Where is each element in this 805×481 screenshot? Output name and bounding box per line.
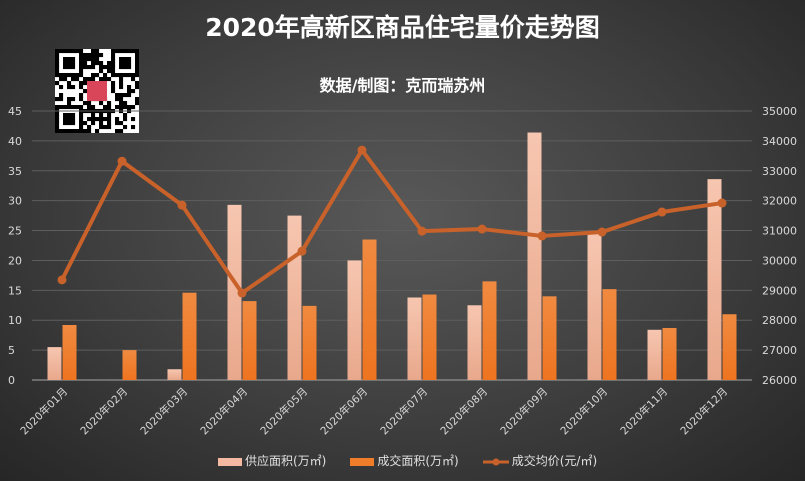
right-axis-tick-label: 30000 <box>762 254 797 267</box>
bar-supply <box>347 260 362 380</box>
right-axis-tick-label: 32000 <box>762 195 797 208</box>
right-axis-tick-label: 27000 <box>762 344 797 357</box>
price-line <box>60 148 723 296</box>
bar-supply <box>587 232 602 380</box>
x-axis-tick-label: 2020年05月 <box>258 385 310 437</box>
bar-deal <box>482 281 497 380</box>
right-axis-tick-label: 29000 <box>762 284 797 297</box>
price-point <box>357 145 367 155</box>
bar-deal <box>302 305 317 380</box>
price-point <box>537 231 547 241</box>
bar-supply <box>227 204 242 380</box>
left-axis-tick-label: 5 <box>8 344 15 357</box>
legend-swatch-supply <box>218 457 242 466</box>
price-point <box>657 207 667 217</box>
left-axis-tick-label: 0 <box>8 374 15 387</box>
x-axis-tick-label: 2020年04月 <box>198 385 250 437</box>
left-axis-tick-label: 35 <box>8 165 22 178</box>
bar-supply <box>527 132 542 380</box>
right-axis-tick-label: 26000 <box>762 374 797 387</box>
x-axis-tick-label: 2020年10月 <box>558 385 610 437</box>
bar-deal <box>542 296 557 380</box>
legend-item-deal[interactable]: 成交面积(万㎡) <box>350 452 459 469</box>
x-axis-tick-label: 2020年08月 <box>438 385 490 437</box>
bar-supply <box>407 297 422 380</box>
right-axis-tick-label: 31000 <box>762 225 797 238</box>
left-axis-tick-label: 20 <box>8 254 22 267</box>
left-axis-tick-label: 15 <box>8 284 22 297</box>
x-axis-tick-label: 2020年01月 <box>18 385 70 437</box>
left-axis-tick-label: 25 <box>8 225 22 238</box>
right-axis-tick-label: 34000 <box>762 135 797 148</box>
bar-deal <box>122 350 137 380</box>
bar-deal <box>662 327 677 380</box>
chart-title: 2020年高新区商品住宅量价走势图 <box>205 13 600 42</box>
bar-deal <box>362 239 377 380</box>
price-point <box>117 156 127 166</box>
bar-supply <box>467 305 482 380</box>
legend-label: 供应面积(万㎡) <box>245 454 327 468</box>
bar-deal <box>62 325 77 380</box>
bar-supply <box>287 215 302 380</box>
bar-deal <box>182 292 197 380</box>
left-axis-tick-label: 40 <box>8 135 22 148</box>
chart-subtitle: 数据/制图：克而瑞苏州 <box>319 76 486 95</box>
legend-item-price[interactable]: 成交均价(元/㎡) <box>482 452 598 469</box>
x-axis-tick-label: 2020年12月 <box>678 385 730 437</box>
legend-swatch-deal <box>350 457 375 466</box>
price-point <box>417 226 427 236</box>
bar-supply <box>167 369 182 380</box>
price-point <box>477 224 487 234</box>
bar-deal <box>722 314 737 380</box>
legend-item-supply[interactable]: 供应面积(万㎡) <box>218 452 326 469</box>
x-axis-tick-label: 2020年11月 <box>618 385 670 437</box>
left-axis-tick-label: 30 <box>8 195 22 208</box>
legend-line-marker-icon <box>482 458 509 465</box>
bar-deal <box>422 294 437 380</box>
bar-supply <box>47 347 62 380</box>
price-point <box>597 227 607 237</box>
x-axis-tick-label: 2020年02月 <box>78 385 130 437</box>
price-point <box>237 288 247 298</box>
bar-supply <box>647 329 662 380</box>
bar-supply <box>707 179 722 380</box>
price-point <box>717 198 727 208</box>
legend: 供应面积(万㎡) 成交面积(万㎡) 成交均价(元/㎡) <box>218 452 597 469</box>
bar-deal <box>242 301 257 380</box>
qr-center-logo <box>87 81 107 101</box>
x-axis-tick-label: 2020年06月 <box>318 385 370 437</box>
right-axis-tick-label: 35000 <box>762 105 797 118</box>
x-axis-tick-label: 2020年07月 <box>378 385 430 437</box>
left-axis-tick-label: 45 <box>8 105 22 118</box>
bar-deal <box>602 289 617 380</box>
legend-label: 成交面积(万㎡) <box>377 454 459 468</box>
left-axis-tick-label: 10 <box>8 314 22 327</box>
x-axis-tick-label: 2020年03月 <box>138 385 190 437</box>
price-point <box>57 275 67 285</box>
right-axis-tick-label: 33000 <box>762 165 797 178</box>
price-point <box>297 246 307 256</box>
price-point <box>177 200 187 210</box>
qr-code-logo <box>55 49 139 133</box>
x-axis-tick-label: 2020年09月 <box>498 385 550 437</box>
legend-label: 成交均价(元/㎡) <box>511 454 598 468</box>
right-axis-tick-label: 28000 <box>762 314 797 327</box>
